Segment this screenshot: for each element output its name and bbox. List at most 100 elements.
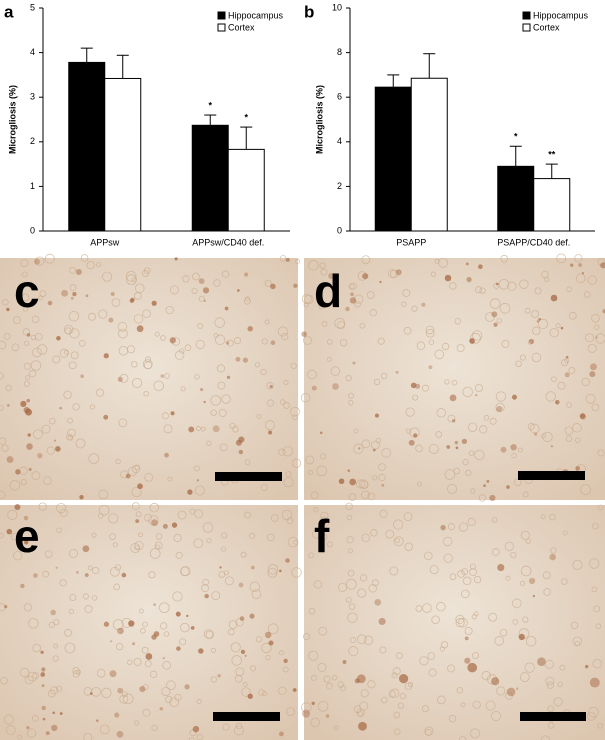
cell: [17, 734, 22, 740]
cell: [19, 667, 30, 678]
stained-cell: [532, 594, 535, 598]
stained-cell: [198, 648, 204, 654]
cell: [210, 409, 217, 416]
stained-cell: [491, 311, 498, 318]
cell: [551, 376, 557, 382]
cell: [10, 532, 19, 541]
cell: [564, 426, 574, 435]
cell: [405, 407, 415, 417]
cell: [574, 437, 581, 444]
cell: [267, 623, 279, 635]
cell: [198, 295, 205, 302]
cell: [564, 358, 570, 364]
stained-cell: [358, 447, 361, 450]
legend-label: Cortex: [533, 22, 560, 32]
cell: [473, 575, 482, 584]
cell: [210, 647, 216, 653]
cell: [417, 481, 422, 487]
cell: [21, 293, 30, 302]
stained-cell: [40, 650, 44, 654]
stained-cell: [82, 545, 90, 553]
cell: [513, 478, 522, 486]
cell: [162, 661, 171, 670]
cell: [160, 335, 166, 341]
cell: [69, 328, 80, 339]
stained-cell: [549, 553, 556, 561]
cell: [560, 359, 569, 367]
cell: [221, 394, 231, 404]
x-tick-label: PSAPP: [396, 237, 426, 247]
cell: [363, 635, 374, 645]
stained-cell: [491, 677, 500, 686]
stained-cell: [70, 296, 74, 300]
stained-cell: [466, 276, 472, 283]
micrograph: [304, 258, 605, 500]
cell: [517, 447, 523, 453]
cell: [264, 279, 272, 287]
stained-cell: [478, 264, 483, 270]
cell: [249, 665, 257, 672]
stained-cell: [80, 374, 84, 379]
cell: [587, 711, 596, 721]
cell: [97, 513, 104, 519]
cell: [155, 544, 160, 550]
cell: [470, 488, 476, 494]
cell: [255, 636, 263, 643]
cell: [286, 517, 294, 525]
cell: [67, 435, 74, 441]
stained-cell: [217, 674, 221, 678]
legend-swatch: [217, 11, 226, 20]
cell: [544, 659, 554, 669]
cell: [585, 393, 596, 404]
stained-cell: [579, 413, 586, 420]
cell: [587, 275, 597, 285]
cell: [311, 529, 321, 539]
stained-cell: [347, 469, 351, 472]
cell: [31, 714, 39, 722]
cell: [549, 328, 559, 338]
stained-cell: [500, 446, 507, 453]
stained-cell: [23, 407, 30, 414]
cell: [69, 266, 77, 274]
cell: [180, 566, 191, 577]
cell: [68, 310, 80, 322]
stained-cell: [4, 605, 8, 609]
cell: [5, 384, 12, 392]
cell: [0, 437, 7, 445]
cell: [436, 408, 446, 418]
cell: [359, 701, 369, 711]
cell: [138, 608, 144, 614]
stained-cell: [45, 731, 50, 736]
cell: [11, 343, 20, 352]
cell: [47, 689, 56, 698]
cell: [553, 697, 563, 707]
stained-cell: [26, 726, 30, 730]
cell: [163, 631, 170, 637]
cell: [166, 680, 176, 691]
cell: [378, 473, 386, 482]
cell: [405, 428, 412, 434]
stained-cell: [14, 504, 21, 511]
cell: [28, 370, 37, 378]
cell: [148, 515, 159, 526]
cell: [359, 322, 366, 329]
cell: [64, 349, 70, 355]
cell: [545, 676, 555, 686]
cell: [407, 681, 414, 688]
cell: [475, 286, 483, 294]
cell: [370, 440, 380, 450]
cell: [337, 321, 346, 330]
cell: [490, 710, 502, 722]
cell: [88, 312, 97, 321]
stained-cell: [28, 467, 32, 472]
cell: [283, 402, 290, 409]
cell: [43, 476, 52, 485]
cell: [48, 621, 56, 629]
cell: [221, 546, 227, 552]
cell: [496, 317, 503, 324]
cell: [449, 573, 457, 581]
cell: [80, 254, 89, 262]
cell: [440, 641, 449, 649]
cell: [31, 315, 40, 324]
cell: [515, 360, 522, 367]
